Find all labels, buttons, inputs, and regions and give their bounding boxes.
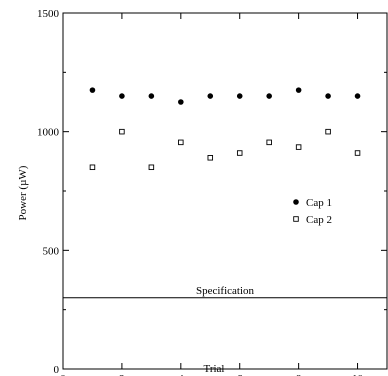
series-2-point-8 — [295, 144, 302, 150]
series-1-point-9 — [325, 93, 331, 99]
series-1-point-10 — [354, 93, 361, 99]
y-tick-label-2: 1000 — [37, 127, 60, 139]
series-2-point-2 — [119, 128, 125, 135]
plot-border — [62, 12, 388, 370]
series-2-point-9 — [325, 128, 331, 135]
legend: Cap 1 Cap 2 — [293, 197, 332, 226]
series-1-point-8 — [295, 87, 302, 93]
legend-label-2: Cap 2 — [306, 214, 332, 226]
x-axis-label: Trial — [204, 363, 225, 375]
x-tick-label-3: 6 — [237, 373, 243, 376]
series-2-point-7 — [266, 139, 272, 146]
series-1-point-4 — [178, 99, 184, 105]
y-tick-label-3: 1500 — [37, 8, 60, 20]
series-2-point-5 — [207, 155, 214, 161]
x-tick-label-5: 10 — [352, 373, 364, 376]
legend-marker-1 — [293, 199, 299, 205]
series-1-point-3 — [148, 93, 155, 99]
series-1-point-7 — [266, 93, 272, 99]
data-points — [89, 87, 361, 171]
series-1-point-1 — [89, 87, 96, 93]
reference-lines: Specification — [63, 285, 387, 299]
series-1-point-2 — [119, 93, 125, 99]
x-tick-label-0: 0 — [60, 373, 66, 376]
plot-frame — [62, 12, 388, 370]
y-axis-label: Power (µW) — [17, 165, 29, 220]
y-tick-label-0: 0 — [54, 364, 60, 376]
x-tick-label-2: 4 — [178, 373, 184, 376]
legend-label-1: Cap 1 — [306, 197, 332, 209]
reference-line-label-0: Specification — [196, 285, 255, 297]
x-tick-label-4: 8 — [296, 373, 302, 376]
x-tick-label-1: 2 — [119, 373, 125, 376]
series-2-point-10 — [354, 150, 361, 156]
series-2-point-6 — [236, 150, 243, 156]
series-2-point-1 — [89, 164, 96, 171]
series-1-point-5 — [207, 93, 214, 99]
x-axis-ticks: 0 2 4 6 8 10 — [60, 13, 364, 376]
series-1-point-6 — [236, 93, 243, 99]
series-2-point-4 — [178, 139, 184, 146]
y-axis-ticks: 0 500 1000 1500 — [37, 8, 387, 376]
series-2-point-3 — [148, 164, 155, 171]
y-tick-label-1: 500 — [43, 245, 60, 257]
legend-marker-2 — [293, 216, 299, 222]
